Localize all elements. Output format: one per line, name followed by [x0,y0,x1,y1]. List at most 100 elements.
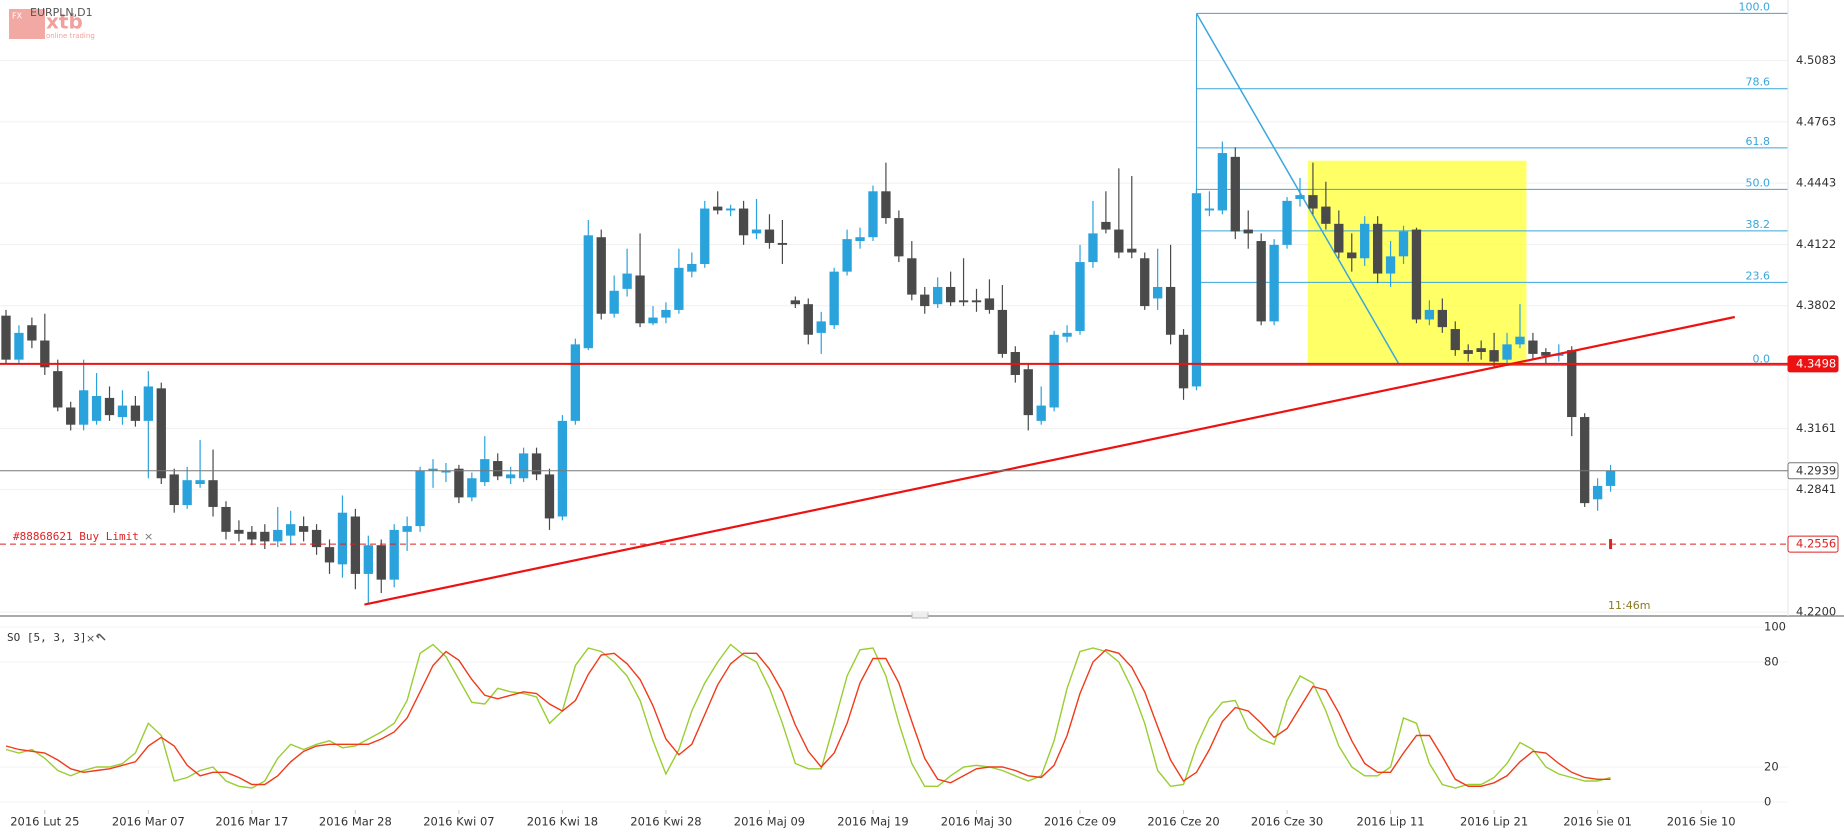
candle-body [1437,309,1447,328]
fib-level-label: 50.0 [1746,176,1771,189]
candle-body [363,545,373,574]
candle-body [751,229,762,234]
panel-resize-handle[interactable] [911,611,929,619]
candle-body [260,531,270,542]
candle-body [1075,262,1085,331]
candle-body [104,397,115,416]
candle-body [1334,223,1344,253]
candle-body [945,286,956,303]
candle-body [169,474,179,506]
oscillator-title: SO [5, 3, 3] [7,631,86,644]
candle-body [1424,309,1435,320]
candle-body [286,524,296,536]
order-marker [1609,539,1613,550]
candle-body [221,506,231,532]
candle-body [1269,244,1279,322]
timer: 11:46m [1608,599,1650,612]
y-tick-label: 4.3161 [1796,421,1836,435]
candle-body [311,529,322,548]
candle-body [570,344,581,421]
candle-body [907,258,917,295]
candle-body [1088,233,1098,263]
candle-body [713,206,723,211]
candle-body [1036,405,1046,421]
candle-body [894,218,904,257]
candle-body [790,300,800,305]
fib-level-label: 100.0 [1739,0,1771,13]
candle-body [195,480,205,484]
candle-body [1178,334,1189,389]
order-cancel[interactable]: × [144,530,153,543]
candle-body [829,271,839,326]
candle-body [1515,336,1525,345]
candle-body [298,526,309,532]
candle-body [1360,223,1370,259]
x-tick-label: 2016 Cze 09 [1044,815,1116,829]
candle-body [1295,195,1305,199]
candle-body [506,474,516,479]
order-label: #88868621 Buy Limit [13,530,139,543]
candle-body [40,340,50,368]
remove-icon[interactable]: × [86,632,95,645]
oscillator-legend: SO [5, 3, 3] × [7,631,106,645]
candle-body [493,461,503,477]
candle-body [1489,350,1499,362]
candle-body [117,405,128,418]
y-tick-label: 4.2841 [1796,482,1836,496]
x-tick-label: 2016 Lut 25 [10,815,79,829]
y-tick-label: 4.3802 [1796,298,1836,312]
logo-badge: FX [12,12,23,21]
candle-body [725,208,736,211]
candle-body [1230,156,1240,232]
candle-body [389,529,399,580]
x-tick-label: 2016 Mar 07 [112,815,185,829]
candle-body [1502,344,1512,360]
trendline [364,315,1736,606]
candle-body [1101,221,1111,230]
candle-body [997,309,1008,354]
logo-tagline: online trading [46,32,95,40]
candle-body [376,545,386,580]
candle-body [583,235,593,349]
candle-body [1140,258,1150,307]
candle-body [156,388,166,479]
candle-body [1191,193,1202,387]
x-tick-label: 2016 Maj 09 [734,815,805,829]
candle-body [234,529,244,534]
fib-level-label: 78.6 [1746,76,1771,89]
candle-body [609,290,619,314]
candle-body [143,386,153,421]
x-tick-label: 2016 Kwi 28 [630,815,701,829]
osc-tick-label: 20 [1764,760,1779,774]
candle-body [1605,470,1616,486]
candle-body [273,529,283,542]
x-tick-label: 2016 Cze 20 [1147,815,1219,829]
candle-body [1308,195,1318,209]
candle-body [1,315,11,360]
candle-body [777,242,788,245]
candle-body [933,286,943,305]
candle-body [91,396,102,421]
osc-line [5,643,1611,789]
support-tag-box [1787,355,1839,373]
settings-icon[interactable] [95,633,106,641]
y-tick-label: 4.4763 [1796,114,1836,128]
candle-body [428,468,438,471]
x-tick-label: 2016 Sie 01 [1563,815,1632,829]
candle-body [1541,352,1551,356]
candle-body [842,239,852,272]
candle-body [635,275,645,324]
x-tick-label: 2016 Maj 30 [941,815,1012,829]
candle-body [1062,332,1072,337]
candle-body [816,321,826,333]
candle-body [855,237,865,242]
logo: FX xtb online trading [9,9,95,40]
x-tick-label: 2016 Lip 21 [1460,815,1528,829]
osc-tick-label: 0 [1764,795,1771,809]
osc-tick-label: 100 [1764,620,1786,634]
candle-body [441,470,451,473]
candle-body [868,191,878,238]
candle-body [764,229,775,243]
candle-body [1023,369,1033,416]
